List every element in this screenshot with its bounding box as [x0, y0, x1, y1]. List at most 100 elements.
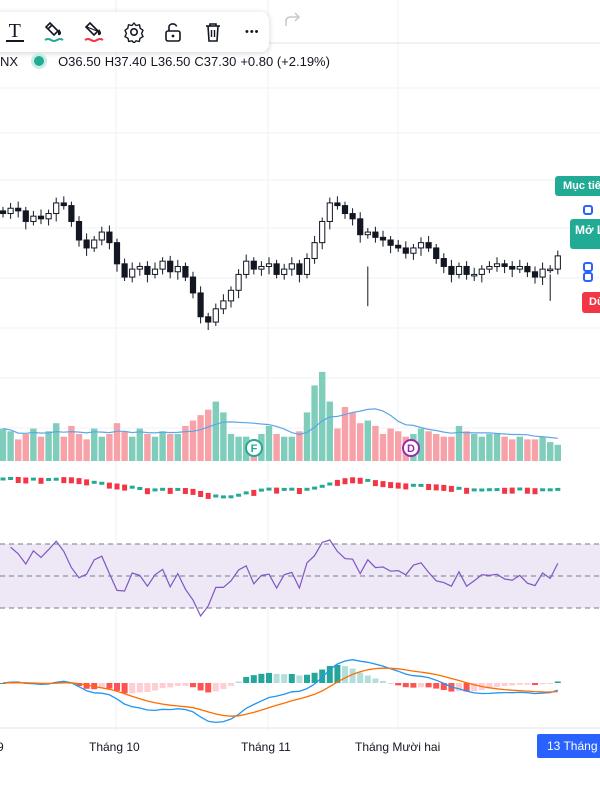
volume-bar — [60, 436, 67, 461]
ribbon-block — [129, 485, 135, 489]
event-marker-d[interactable]: D — [402, 439, 420, 457]
more-button[interactable]: ••• — [235, 15, 269, 49]
candlestick-series[interactable] — [0, 196, 561, 330]
candle-body — [311, 242, 318, 260]
delete-button[interactable] — [196, 15, 230, 49]
ribbon-block — [441, 484, 447, 491]
volume-bar — [212, 401, 219, 461]
volume-bar — [509, 439, 516, 461]
fill-color-button[interactable] — [77, 15, 111, 49]
ribbon-block — [388, 482, 394, 489]
volume-bar — [524, 439, 531, 461]
candle-body — [524, 265, 531, 273]
macd-histogram-bar — [212, 683, 219, 692]
macd-histogram-bar — [554, 681, 561, 683]
ribbon-block — [327, 482, 333, 486]
ribbon-block — [15, 477, 21, 483]
macd-histogram-bar — [440, 683, 447, 691]
candle-body — [15, 207, 22, 212]
volume-bar — [387, 428, 394, 461]
macd-histogram-bar — [387, 683, 394, 684]
stop-tag[interactable]: Dừ — [582, 292, 600, 313]
candle-body — [387, 239, 394, 246]
candle-body — [68, 205, 75, 222]
ribbon-block — [23, 477, 29, 484]
brush-icon — [44, 21, 64, 42]
ribbon-block — [144, 488, 150, 495]
open-position-tag[interactable]: Mở L — [570, 219, 600, 249]
volume-bar — [471, 434, 478, 461]
ribbon-block — [258, 488, 264, 492]
macd-histogram-bar — [334, 664, 341, 683]
line-color-button[interactable] — [38, 15, 72, 49]
ribbon-block — [502, 487, 508, 494]
volume-bar — [75, 434, 83, 461]
ribbon-block — [426, 484, 432, 490]
lock-button[interactable] — [156, 15, 190, 49]
candle-body — [471, 273, 478, 277]
ribbon-block — [479, 488, 485, 492]
candle-body — [273, 263, 280, 275]
ribbon-block — [251, 489, 257, 496]
market-status-dot — [34, 56, 45, 66]
ribbon-block — [380, 481, 386, 488]
text-tool-button[interactable]: T — [0, 15, 32, 49]
ohlc-legend: NX O36.50 H37.40 L36.50 C37.30 +0.80 (+2… — [0, 52, 334, 70]
candle-body — [334, 202, 341, 207]
macd-histogram-bar — [258, 673, 265, 683]
symbol-label[interactable]: NX — [0, 53, 19, 69]
chart-grid — [0, 0, 600, 730]
candle-body — [372, 231, 379, 238]
ribbon-block — [30, 477, 36, 481]
ribbon-block — [53, 477, 59, 481]
macd-histogram-bar — [471, 683, 478, 692]
volume-bar — [98, 436, 105, 461]
settings-button[interactable] — [117, 15, 151, 49]
target-checkbox[interactable] — [583, 205, 593, 215]
ribbon-block — [190, 488, 196, 495]
ribbon-block — [334, 479, 340, 486]
ribbon-block — [243, 491, 249, 495]
volume-bar — [0, 428, 7, 461]
position-checkbox-1[interactable] — [583, 262, 593, 272]
volume-bar — [273, 434, 280, 461]
candle-body — [410, 247, 417, 254]
ribbon-block — [296, 488, 302, 494]
change-value: +0.80 (+2.19%) — [240, 53, 330, 69]
x-axis-current-date: 13 Tháng — [537, 734, 600, 758]
ribbon-block — [464, 487, 470, 494]
candle-body — [113, 242, 121, 265]
position-checkbox-2[interactable] — [583, 272, 593, 282]
volume-bar — [159, 431, 166, 461]
candle-body — [144, 265, 151, 275]
rsi-line — [10, 539, 559, 618]
low-value: L36.50 — [150, 53, 191, 69]
redo-icon[interactable] — [283, 12, 303, 28]
volume-bar — [334, 428, 341, 461]
ribbon-block — [198, 491, 204, 497]
ribbon-block — [350, 477, 356, 484]
ribbon-block — [114, 483, 120, 490]
ribbon-block — [182, 488, 188, 494]
macd-histogram-bar — [76, 683, 82, 687]
event-marker-f[interactable]: F — [245, 439, 263, 457]
macd-histogram-bar — [273, 673, 280, 683]
drawing-toolbar: T — [0, 12, 269, 52]
ribbon-block — [220, 495, 226, 499]
ribbon-block — [236, 493, 242, 497]
candle-body — [539, 268, 546, 278]
volume-bar — [379, 434, 387, 461]
candle-body — [136, 265, 143, 270]
volume-bar — [15, 439, 22, 461]
ribbon-block — [486, 488, 492, 492]
candle-body — [440, 258, 447, 267]
candle-body — [98, 231, 105, 241]
macd-histogram-bar — [288, 673, 295, 683]
target-tag[interactable]: Mục tiêu — [555, 176, 600, 196]
volume-bar — [265, 425, 273, 461]
x-axis-label-dec: Tháng Mười hai — [355, 740, 441, 754]
candle-body — [235, 273, 242, 291]
macd-histogram-bar — [463, 683, 470, 692]
volume-bar — [205, 409, 212, 461]
